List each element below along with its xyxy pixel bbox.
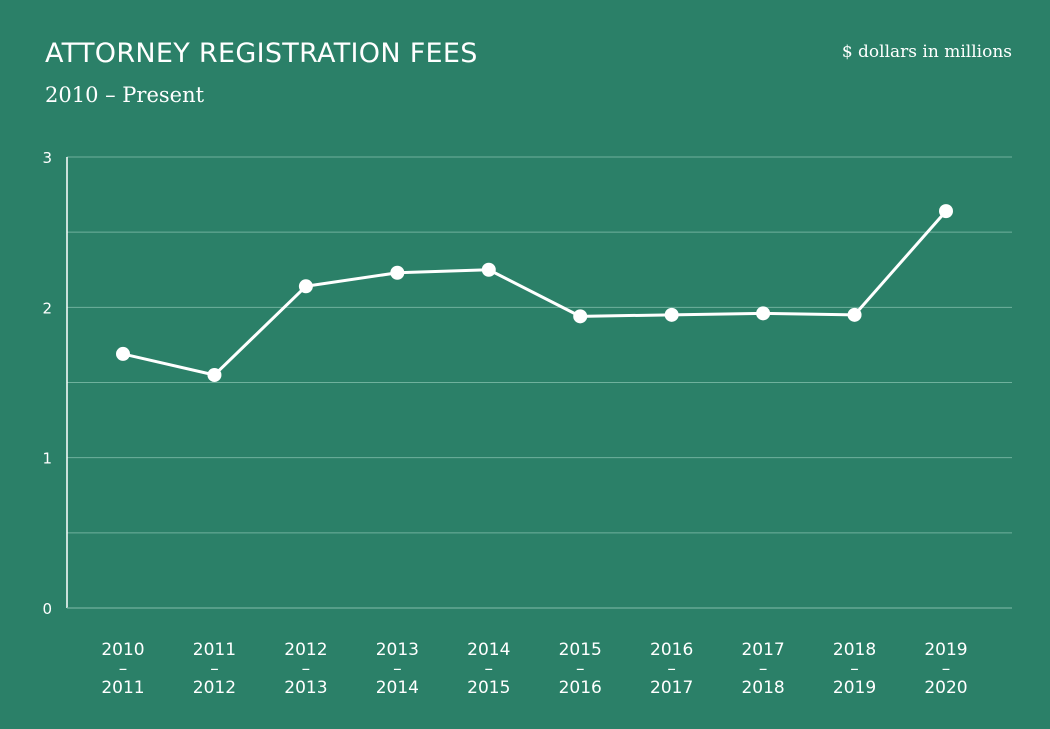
series [116,204,953,382]
y-tick-label: 1 [42,450,52,468]
chart-title: ATTORNEY REGISTRATION FEES [45,38,478,69]
x-tick-label: 2012–2013 [284,640,327,698]
x-tick-label: 2017–2018 [741,640,784,698]
data-point [481,262,496,277]
y-tick-labels: 0 1 2 3 [42,149,52,618]
data-point [664,307,679,322]
x-tick-label: 2015–2016 [559,640,602,698]
x-tick-label: 2019–2020 [924,640,967,698]
data-point [298,279,313,294]
chart-subtitle: 2010 – Present [45,83,205,107]
x-tick-labels: 2010–2011 2011–2012 2012–2013 2013–2014 2014… [101,640,967,698]
y-tick-label: 0 [42,600,52,618]
unit-label: $ dollars in millions [841,42,1012,62]
data-point [847,307,862,322]
series-line [122,210,948,377]
x-tick-label: 2013–2014 [376,640,419,698]
data-point [573,309,588,324]
x-tick-label: 2011–2012 [193,640,236,698]
x-tick-label: 2010–2011 [101,640,144,698]
x-tick-label: 2014–2015 [467,640,510,698]
data-point [207,367,222,382]
data-point [756,306,771,321]
data-point [939,204,953,219]
y-tick-label: 3 [42,149,52,167]
axes [66,157,1012,609]
data-point [116,346,130,361]
y-tick-label: 2 [42,299,52,317]
x-tick-label: 2018–2019 [833,640,876,698]
x-tick-label: 2016–2017 [650,640,693,698]
data-point [390,265,405,280]
grid-lines [67,156,1012,534]
